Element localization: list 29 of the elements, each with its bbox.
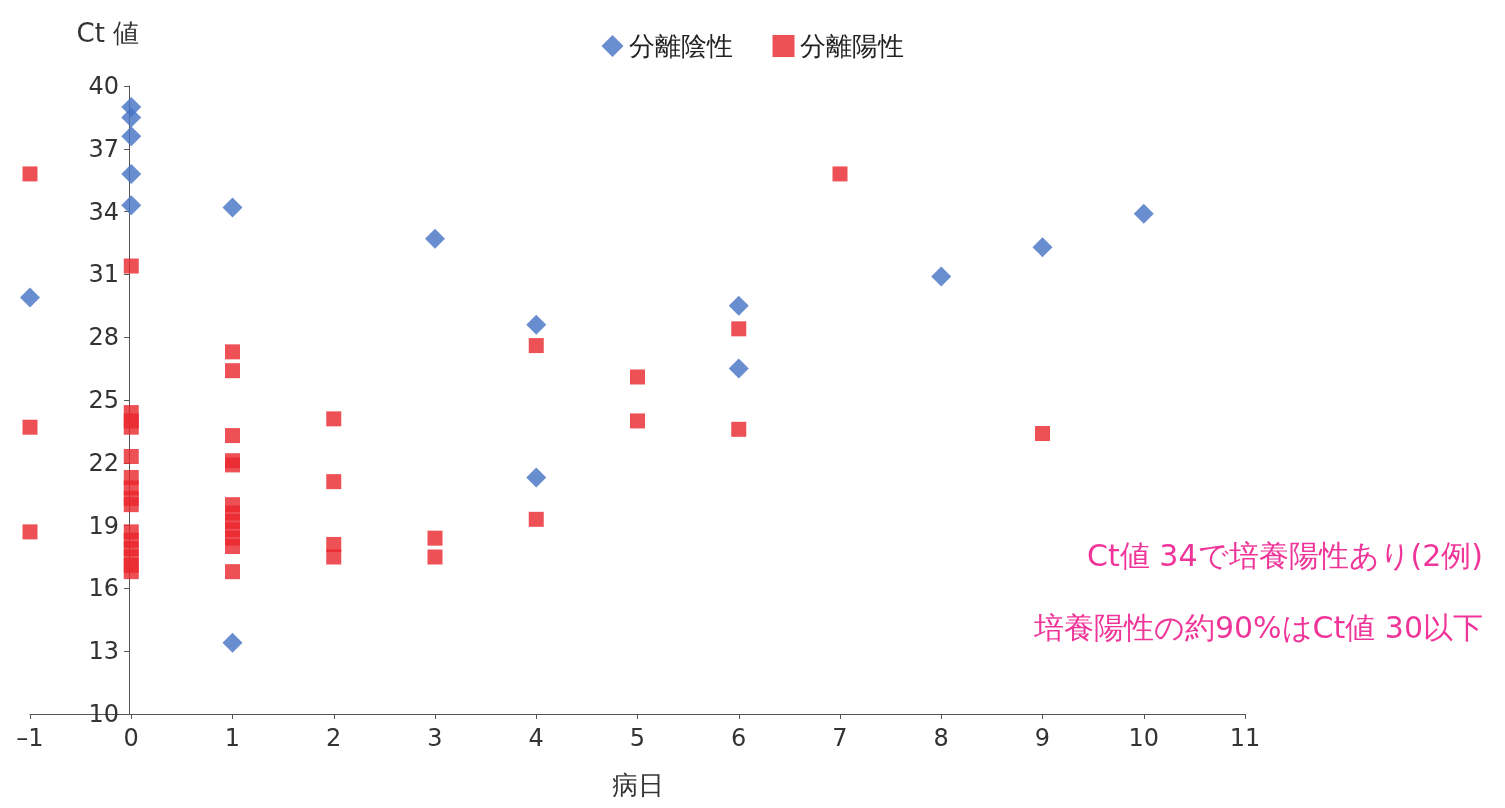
x-tick-label: 6	[731, 724, 747, 752]
legend-label: 分離陽性	[799, 31, 904, 61]
y-tick-label: 40	[88, 72, 120, 100]
annotation: 培養陽性の約90%はCt値 30以下	[1032, 609, 1484, 645]
x-tick-label: 0	[123, 724, 139, 752]
annotation: Ct値 34で培養陽性あり(2例)	[1087, 537, 1484, 573]
x-tick-label: 2	[326, 724, 342, 752]
y-tick-label: 28	[88, 323, 120, 352]
x-tick-label: 11	[1229, 724, 1261, 752]
x-tick-label: 7	[832, 724, 848, 752]
y-axis-title: Ct 値	[76, 18, 140, 48]
x-tick-label: 4	[528, 724, 544, 752]
x-tick-label: 1	[224, 724, 241, 752]
legend-label: 分離陰性	[628, 31, 733, 61]
y-tick-label: 34	[88, 197, 120, 226]
y-tick-label: 25	[88, 386, 120, 414]
y-tick-label: 31	[88, 260, 120, 289]
x-tick-label: –1	[16, 724, 44, 752]
x-tick-label: 8	[933, 724, 949, 752]
y-tick-label: 37	[88, 134, 120, 163]
y-tick-label: 19	[88, 511, 120, 540]
x-tick-label: 10	[1128, 724, 1160, 752]
x-tick-label: 3	[427, 724, 443, 752]
x-tick-label: 5	[629, 724, 646, 752]
y-tick-label: 22	[88, 448, 120, 477]
x-axis-title: 病日	[611, 770, 664, 800]
x-tick-label: 9	[1034, 724, 1051, 752]
y-tick-label: 16	[88, 574, 120, 603]
y-tick-label: 13	[88, 637, 120, 666]
